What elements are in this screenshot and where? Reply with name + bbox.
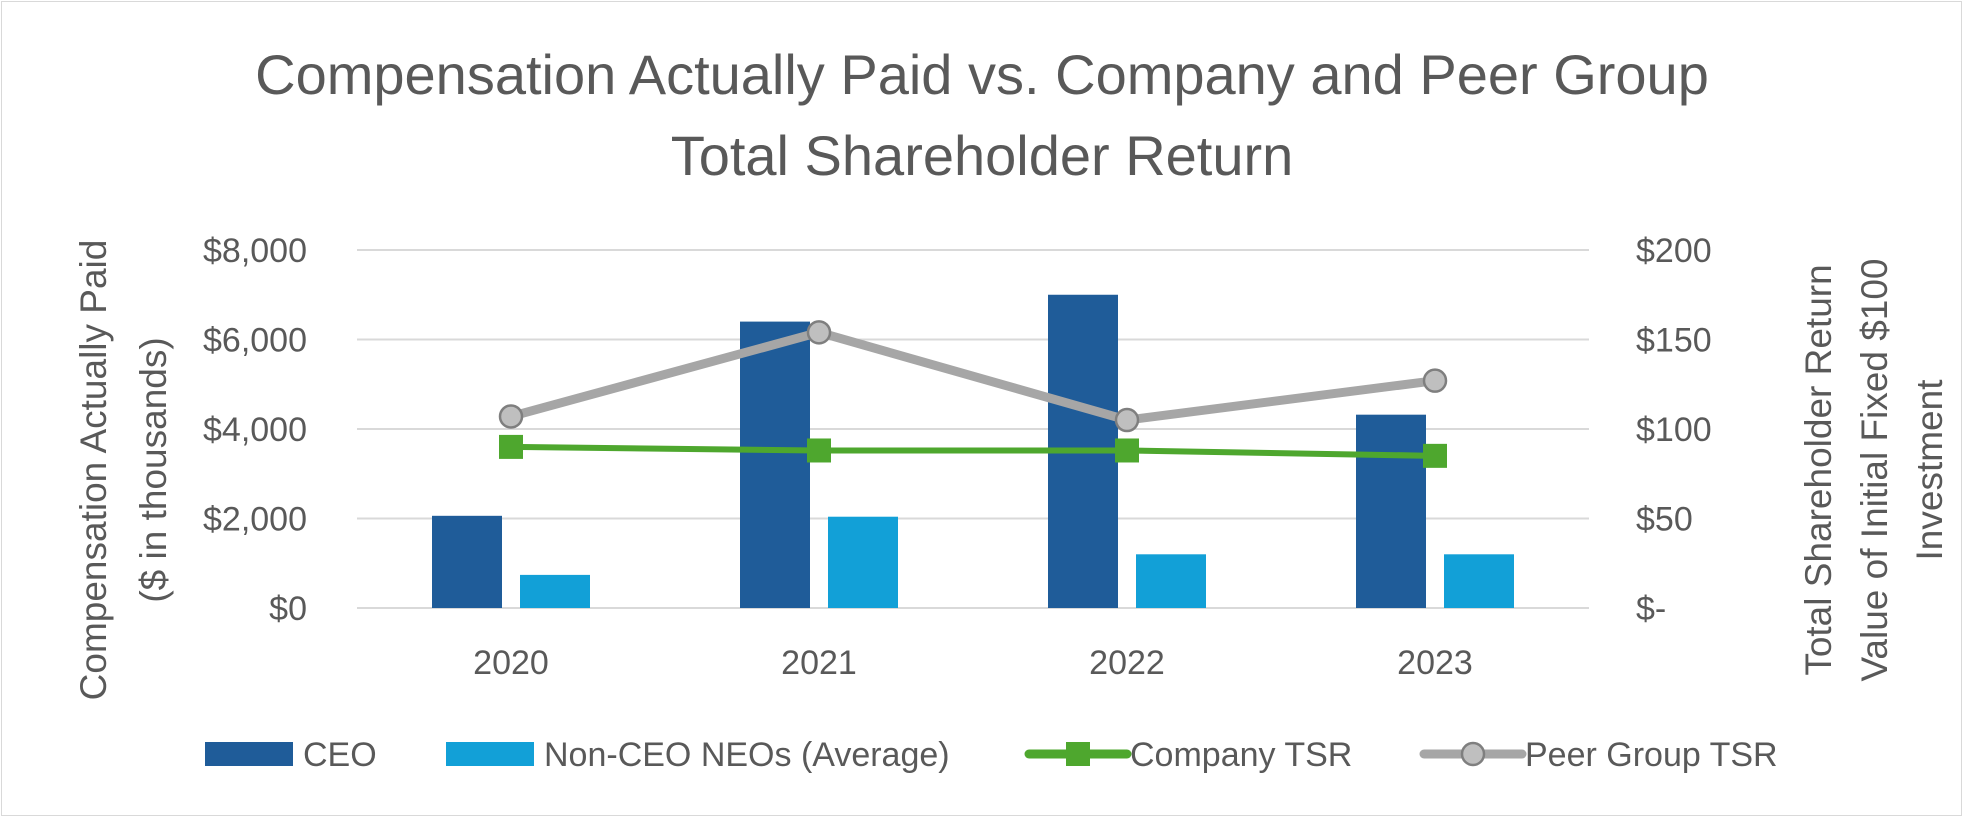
right-axis-ticks: $- $50 $100 $150 $200 (1636, 232, 1712, 628)
right-tick-label: $50 (1636, 501, 1693, 539)
left-tick-label: $8,000 (203, 232, 307, 270)
left-axis-ticks: $0 $2,000 $4,000 $6,000 $8,000 (203, 232, 307, 628)
x-axis-ticks: 2020 2021 2022 2023 (473, 644, 1473, 682)
chart-title-line-1: Compensation Actually Paid vs. Company a… (255, 43, 1709, 106)
bar-non-ceo-neos-average (1444, 554, 1514, 608)
series-line-peer-group-tsr (509, 327, 1436, 425)
left-tick-label: $2,000 (203, 501, 307, 539)
right-tick-label: $200 (1636, 232, 1712, 270)
legend-swatch-ceo (205, 742, 293, 766)
chart-title-line-2: Total Shareholder Return (671, 124, 1294, 187)
legend-swatch-non-ceo-neos-average (446, 742, 534, 766)
x-tick-label: 2020 (473, 644, 549, 682)
legend-swatch-marker-peer-group-tsr (1460, 741, 1486, 767)
left-axis-title: Compensation Actually Paid ($ in thousan… (73, 240, 174, 701)
x-tick-label: 2021 (781, 644, 857, 682)
x-tick-label: 2022 (1089, 644, 1165, 682)
point-company-tsr (1115, 438, 1139, 463)
point-peer-group-tsr (1422, 368, 1448, 393)
point-peer-group-tsr (1114, 407, 1140, 433)
legend-label-non-ceo-neos-average: Non-CEO NEOs (Average) (544, 736, 950, 774)
bar-ceo (432, 515, 502, 608)
left-tick-label: $6,000 (203, 322, 307, 360)
series-line-company-tsr (510, 443, 1436, 459)
bar-non-ceo-neos-average (828, 516, 898, 608)
right-axis-title-line-2: Value of Initial Fixed $100 (1854, 258, 1895, 681)
legend-swatch-marker-company-tsr (1066, 742, 1090, 766)
right-tick-label: $150 (1636, 322, 1712, 360)
point-company-tsr (1423, 443, 1447, 468)
x-tick-label: 2023 (1397, 644, 1473, 682)
legend: CEO Non-CEO NEOs (Average) Company TSR Peer… (205, 736, 1778, 774)
right-axis-title-line-3: Investment (1909, 379, 1950, 561)
right-tick-label: $100 (1636, 411, 1712, 449)
lines-layer (498, 320, 1448, 468)
point-peer-group-tsr (806, 320, 832, 345)
legend-label-peer-group-tsr: Peer Group TSR (1525, 736, 1778, 774)
left-axis-title-line-2: ($ in thousands) (133, 337, 174, 602)
bar-ceo (740, 321, 810, 608)
right-axis-title: Total Shareholder Return Value of Initia… (1798, 258, 1950, 681)
right-tick-label: $- (1636, 590, 1666, 628)
right-axis-title-line-1: Total Shareholder Return (1798, 264, 1839, 675)
point-peer-group-tsr (498, 404, 524, 429)
left-tick-label: $0 (269, 590, 307, 628)
legend-label-company-tsr: Company TSR (1130, 736, 1352, 774)
point-company-tsr (807, 438, 831, 463)
bar-non-ceo-neos-average (520, 574, 590, 608)
left-axis-title-line-1: Compensation Actually Paid (73, 240, 114, 701)
bar-non-ceo-neos-average (1136, 554, 1206, 608)
point-company-tsr (499, 434, 523, 459)
legend-label-ceo: CEO (303, 736, 377, 774)
bar-ceo (1356, 414, 1426, 608)
left-tick-label: $4,000 (203, 411, 307, 449)
